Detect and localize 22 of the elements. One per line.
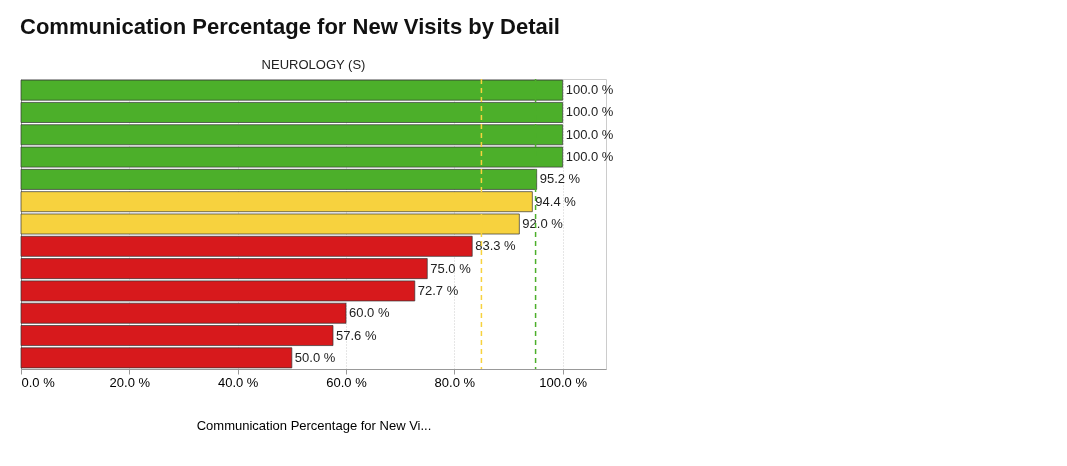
data-label: 50.0 % [294, 349, 336, 365]
data-label: 92.0 % [522, 216, 564, 231]
data-label: 60.0 % [349, 305, 390, 321]
x-tick-label: 0.0 % [21, 374, 56, 390]
data-label: 94.4 % [535, 193, 577, 209]
x-tick-label: 40.0 % [217, 374, 259, 390]
data-label: 83.3 % [475, 238, 517, 254]
data-label: 100.0 % [565, 104, 614, 120]
data-label: 57.6 % [336, 327, 377, 343]
x-tick-label: 60.0 % [326, 374, 368, 390]
x-tick-label: 20.0 % [109, 374, 151, 390]
data-label: 100.0 % [565, 149, 614, 165]
data-label: 72.7 % [417, 282, 459, 298]
x-tick-label: 100.0 % [539, 374, 588, 390]
chart-title: Communication Percentage for New Visits by Detail [20, 13, 560, 39]
x-tick-label: 80.0 % [434, 374, 476, 390]
data-label: 100.0 % [565, 126, 614, 142]
data-label: 95.2 % [539, 171, 581, 187]
data-label: 75.0 % [430, 260, 472, 276]
data-label: 100.0 % [565, 82, 614, 98]
chart-subtitle: NEUROLOGY (S) [261, 57, 366, 73]
x-axis-title: Communication Percentage for New Vi... [196, 417, 432, 433]
